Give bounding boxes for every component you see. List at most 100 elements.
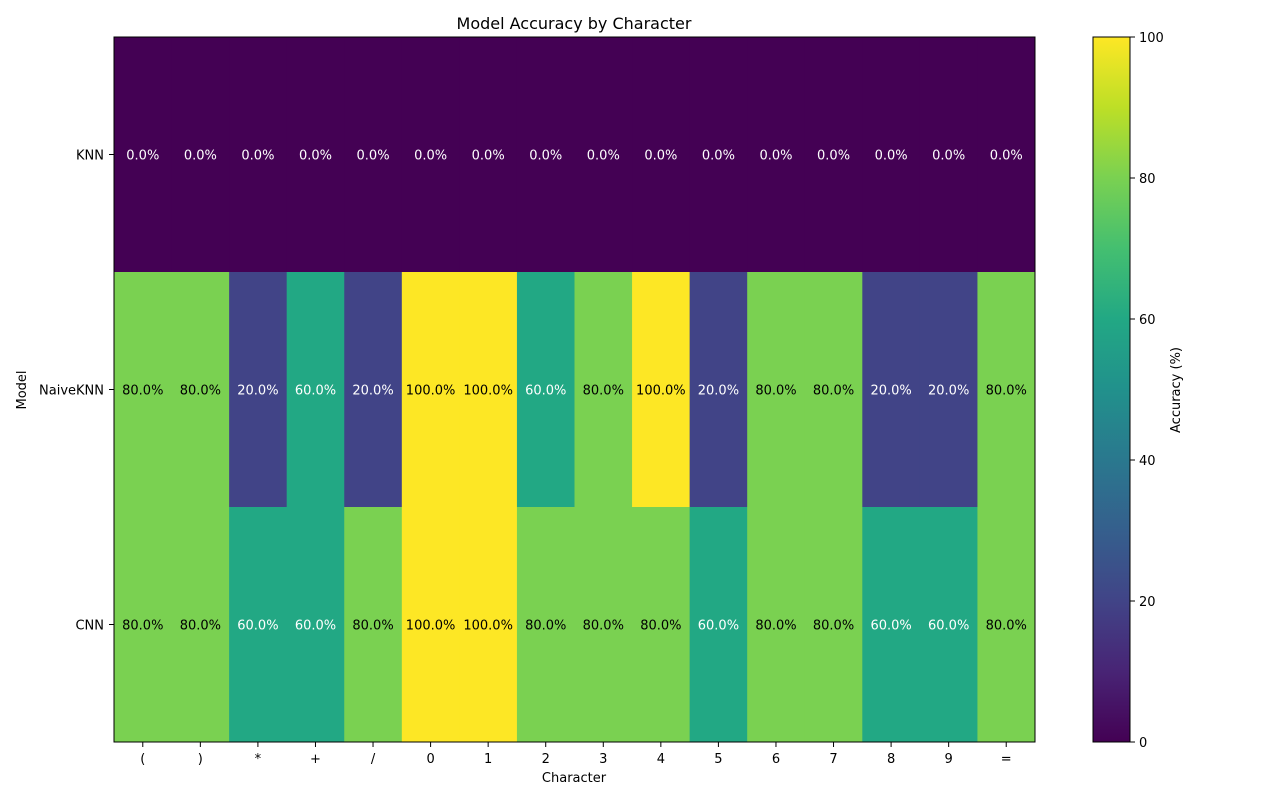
- cell-value-label: 20.0%: [870, 384, 911, 399]
- x-tick-label: /: [371, 752, 376, 767]
- heatmap-cell: [344, 507, 403, 743]
- y-tick-label: KNN: [76, 149, 104, 164]
- x-tick-label: 5: [714, 752, 722, 767]
- y-tick-label: CNN: [75, 619, 104, 634]
- heatmap-cell: [114, 507, 173, 743]
- cell-value-label: 0.0%: [414, 149, 447, 164]
- colorbar-tick-label: 0: [1139, 736, 1147, 751]
- cell-value-label: 20.0%: [698, 384, 739, 399]
- x-tick-label: *: [255, 752, 262, 767]
- x-tick-label: 6: [772, 752, 780, 767]
- heatmap-cell: [574, 507, 633, 743]
- heatmap-cell: [114, 37, 173, 273]
- cell-value-label: 0.0%: [932, 149, 965, 164]
- heatmap-cell: [919, 507, 978, 743]
- heatmap-cell: [632, 507, 691, 743]
- heatmap-cell: [171, 272, 230, 508]
- heatmap-cell: [344, 272, 403, 508]
- x-tick-label: 3: [599, 752, 607, 767]
- heatmap-cell: [574, 37, 633, 273]
- cell-value-label: 20.0%: [352, 384, 393, 399]
- heatmap-cell: [747, 272, 806, 508]
- cell-value-label: 60.0%: [295, 384, 336, 399]
- heatmap-cell: [516, 37, 575, 273]
- cell-value-label: 80.0%: [583, 384, 624, 399]
- y-axis-ticks: KNN NaiveKNN CNN: [39, 149, 114, 634]
- x-tick-label: 0: [426, 752, 434, 767]
- cell-value-label: 0.0%: [644, 149, 677, 164]
- heatmap-cell: [747, 507, 806, 743]
- cell-value-label: 60.0%: [928, 619, 969, 634]
- cell-value-label: 0.0%: [357, 149, 390, 164]
- cell-value-label: 80.0%: [180, 619, 221, 634]
- y-tick-label: NaiveKNN: [39, 384, 104, 399]
- cell-value-label: 100.0%: [406, 619, 456, 634]
- cell-value-label: 0.0%: [241, 149, 274, 164]
- x-axis-label: Character: [542, 771, 607, 786]
- heatmap-cell: [344, 37, 403, 273]
- cell-value-label: 0.0%: [587, 149, 620, 164]
- cell-value-label: 80.0%: [352, 619, 393, 634]
- heatmap-cell: [689, 37, 748, 273]
- heatmap-cell: [862, 272, 921, 508]
- cell-value-label: 20.0%: [928, 384, 969, 399]
- cell-value-label: 100.0%: [463, 384, 513, 399]
- cell-value-label: 60.0%: [295, 619, 336, 634]
- cell-value-label: 80.0%: [813, 384, 854, 399]
- x-tick-label: 9: [945, 752, 953, 767]
- heatmap-cell-labels: 0.0% 0.0% 0.0% 0.0% 0.0% 0.0% 0.0% 0.0% 0.0% 0.0%…: [122, 149, 1027, 634]
- colorbar-tick-label: 20: [1139, 595, 1156, 610]
- cell-value-label: 80.0%: [180, 384, 221, 399]
- y-axis-label: Model: [15, 370, 30, 409]
- cell-value-label: 60.0%: [237, 619, 278, 634]
- cell-value-label: 0.0%: [990, 149, 1023, 164]
- heatmap-cell: [977, 272, 1036, 508]
- heatmap-cell: [804, 507, 863, 743]
- heatmap-cell: [862, 37, 921, 273]
- cell-value-label: 80.0%: [122, 384, 163, 399]
- cell-value-label: 0.0%: [299, 149, 332, 164]
- cell-value-label: 80.0%: [755, 619, 796, 634]
- cell-value-label: 80.0%: [122, 619, 163, 634]
- heatmap-cell: [516, 507, 575, 743]
- heatmap-cell: [459, 507, 518, 743]
- heatmap-cell: [229, 272, 288, 508]
- cell-value-label: 80.0%: [640, 619, 681, 634]
- colorbar-ticks: 0 20 40 60 80 100: [1130, 31, 1164, 751]
- cell-value-label: 80.0%: [813, 619, 854, 634]
- x-tick-label: 7: [829, 752, 837, 767]
- x-tick-label: 2: [542, 752, 550, 767]
- cell-value-label: 60.0%: [870, 619, 911, 634]
- heatmap-cell: [977, 37, 1036, 273]
- heatmap-cell: [632, 37, 691, 273]
- cell-value-label: 0.0%: [875, 149, 908, 164]
- cell-value-label: 0.0%: [759, 149, 792, 164]
- heatmap-cell: [516, 272, 575, 508]
- cell-value-label: 80.0%: [755, 384, 796, 399]
- x-tick-label: +: [310, 752, 321, 767]
- cell-value-label: 80.0%: [583, 619, 624, 634]
- x-tick-label: ): [198, 752, 203, 767]
- heatmap-cell: [804, 272, 863, 508]
- x-tick-label: (: [140, 752, 145, 767]
- colorbar-tick-label: 40: [1139, 454, 1156, 469]
- cell-value-label: 0.0%: [472, 149, 505, 164]
- cell-value-label: 60.0%: [698, 619, 739, 634]
- heatmap-cell: [862, 507, 921, 743]
- x-tick-label: 1: [484, 752, 492, 767]
- colorbar-tick-label: 100: [1139, 31, 1164, 46]
- heatmap-cell: [229, 37, 288, 273]
- heatmap-cell: [286, 272, 345, 508]
- heatmap-cell: [689, 507, 748, 743]
- cell-value-label: 0.0%: [126, 149, 159, 164]
- heatmap-cell: [171, 507, 230, 743]
- chart-title: Model Accuracy by Character: [457, 14, 692, 33]
- cell-value-label: 20.0%: [237, 384, 278, 399]
- cell-value-label: 0.0%: [184, 149, 217, 164]
- plot-frame: [113, 36, 1036, 743]
- cell-value-label: 80.0%: [525, 619, 566, 634]
- colorbar: [1092, 36, 1131, 743]
- heatmap-cell: [574, 272, 633, 508]
